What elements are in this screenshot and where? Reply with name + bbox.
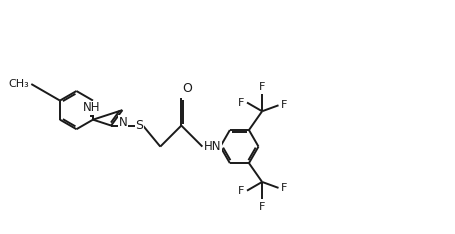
Text: CH₃: CH₃ (8, 79, 29, 89)
Text: NH: NH (82, 101, 100, 114)
Text: O: O (182, 82, 192, 95)
Text: F: F (238, 98, 244, 108)
Text: N: N (119, 116, 127, 129)
Text: F: F (258, 81, 265, 91)
Text: F: F (281, 183, 287, 193)
Text: HN: HN (203, 140, 221, 153)
Text: F: F (258, 202, 265, 212)
Text: F: F (238, 186, 244, 196)
Text: S: S (135, 119, 143, 132)
Text: F: F (281, 100, 287, 110)
